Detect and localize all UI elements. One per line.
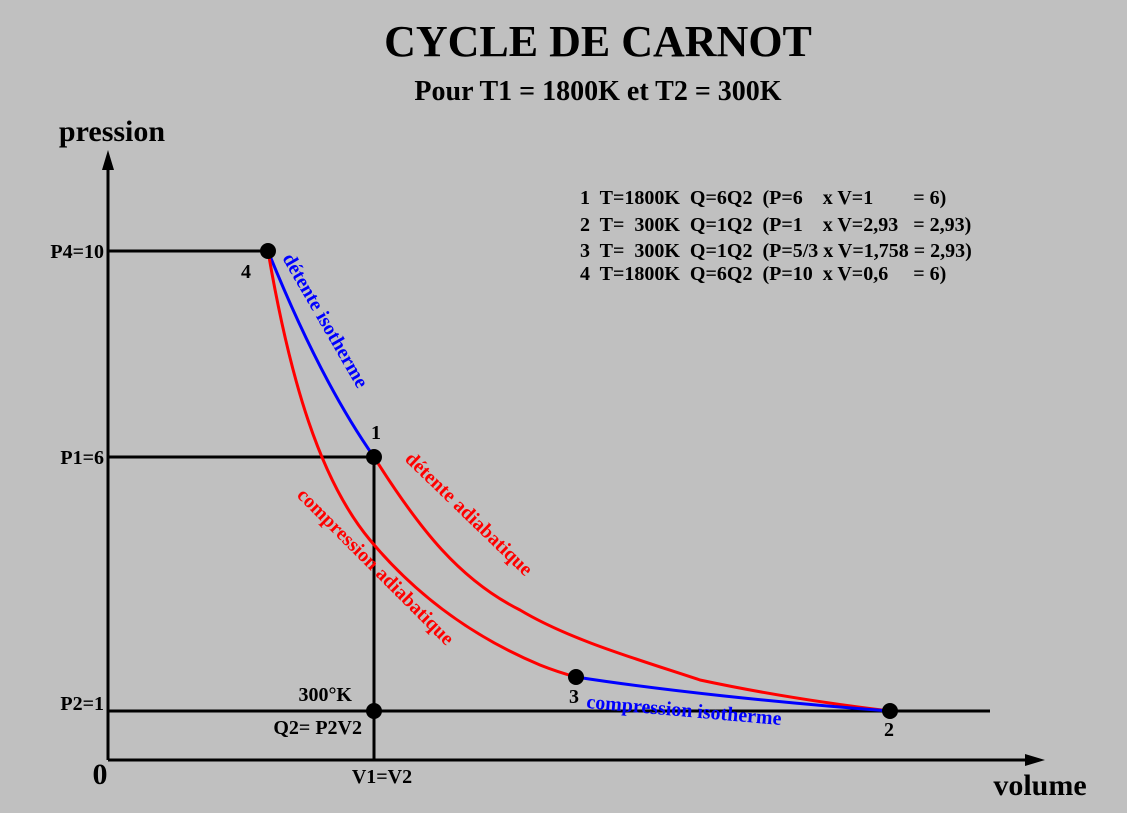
tick-p4: P4=10 [50,241,104,263]
origin-label: 0 [93,758,108,791]
v1-p2-marker [366,703,382,719]
legend: 1 T=1800K Q=6Q2 (P=6 x V=1 = 6) 2 T= 300… [580,187,972,285]
point-2-marker [882,703,898,719]
point-3-marker [568,669,584,685]
page-subtitle: Pour T1 = 1800K et T2 = 300K [414,76,781,107]
legend-line-2: 2 T= 300K Q=1Q2 (P=1 x V=2,93 = 2,93) [580,214,971,236]
legend-line-4: 4 T=1800K Q=6Q2 (P=10 x V=0,6 = 6) [580,263,946,285]
state-points [260,243,898,719]
page-title: CYCLE DE CARNOT [384,17,812,66]
y-axis-arrow [102,150,114,170]
x-axis-arrow [1025,754,1045,766]
reference-lines [108,249,990,760]
tick-v1v2: V1=V2 [352,766,412,788]
tick-p2: P2=1 [60,693,104,715]
heat-note: Q2= P2V2 [273,717,362,739]
point-3-label: 3 [569,686,579,708]
point-2-label: 2 [884,719,894,741]
expansion-adiabatic-label: détente adiabatique [401,448,537,581]
y-axis-label: pression [59,115,165,148]
expansion-isotherm-curve [266,250,376,458]
point-4-marker [260,243,276,259]
temperature-note: 300°K [298,684,352,706]
x-axis-label: volume [993,769,1086,802]
compression-adiabatic-curve [266,250,577,679]
legend-line-1: 1 T=1800K Q=6Q2 (P=6 x V=1 = 6) [580,187,946,209]
point-4-label: 4 [241,261,251,283]
expansion-adiabatic-curve [372,456,891,713]
tick-p1: P1=6 [60,447,104,469]
legend-line-3: 3 T= 300K Q=1Q2 (P=5/3 x V=1,758 = 2,93) [580,240,972,262]
axes [102,150,1045,766]
compression-isotherm-label: compression isotherme [586,691,783,730]
point-1-marker [366,449,382,465]
point-1-label: 1 [371,422,381,444]
compression-isotherm-curve [575,675,891,713]
